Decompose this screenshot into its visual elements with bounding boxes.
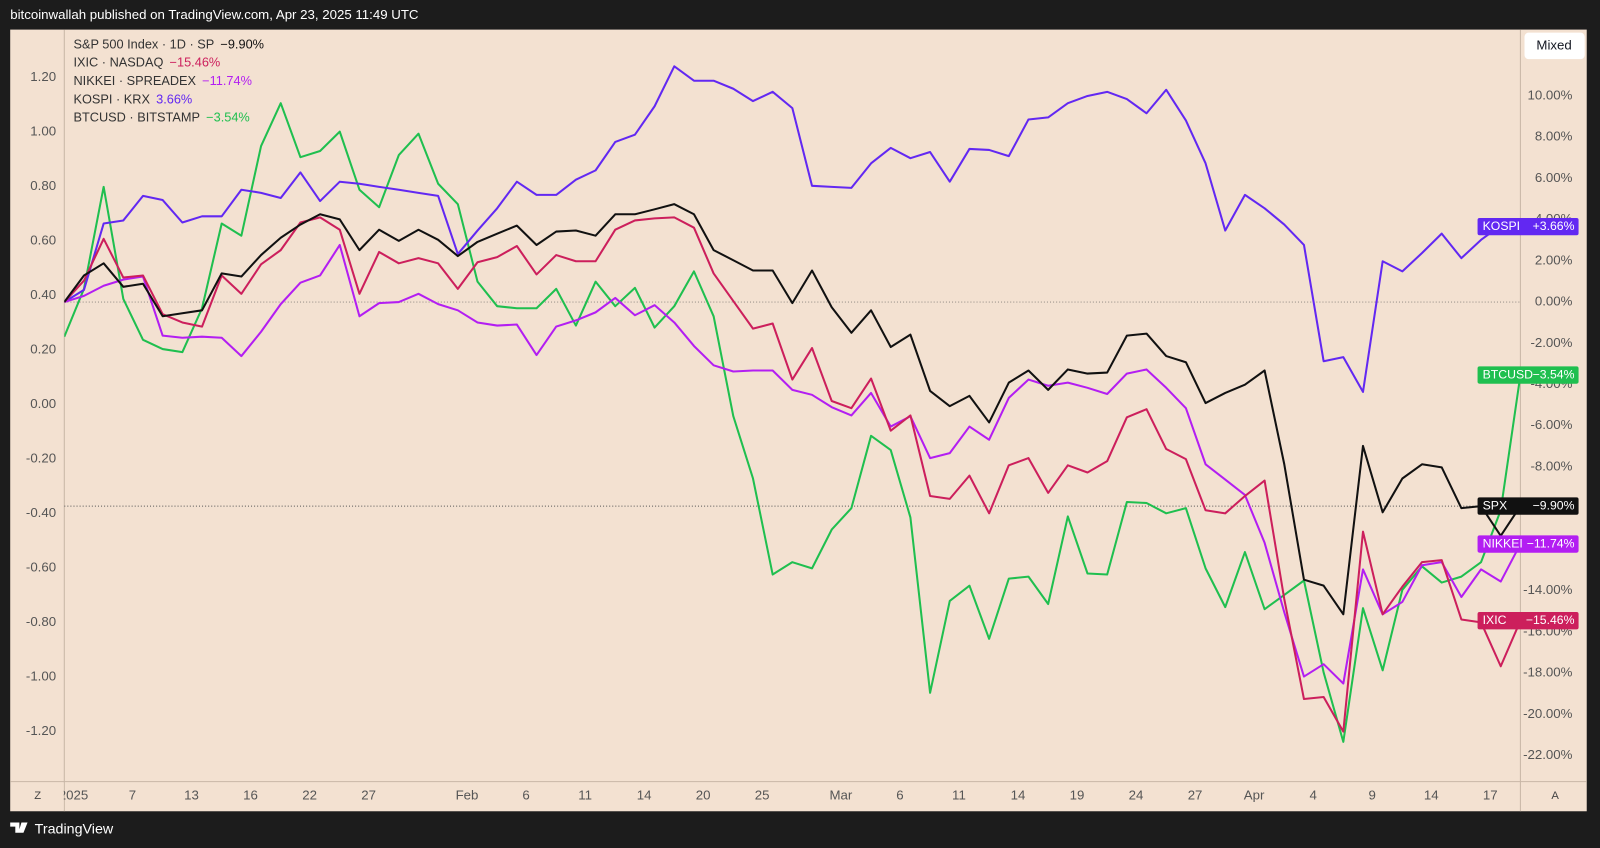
x-tick-label: 27: [1188, 787, 1203, 802]
legend-value: −9.90%: [220, 36, 264, 51]
series-line: [64, 203, 1521, 616]
x-tick-label: 7: [129, 787, 136, 802]
y-tick-label: 1.20: [30, 69, 56, 84]
x-tick-label: 19: [1070, 787, 1085, 802]
y2-tick-label: 6.00%: [1535, 170, 1573, 185]
tag-value: −15.46%: [1526, 613, 1575, 627]
x-tick-label: 14: [1011, 787, 1026, 802]
last-value-tag: [1477, 217, 1579, 236]
y2-tick-label: -18.00%: [1523, 665, 1573, 680]
y-tick-label: -0.60: [26, 560, 56, 575]
series-line: [64, 65, 1521, 393]
last-value-tag: [1477, 497, 1579, 515]
x-tick-label: 9: [1368, 787, 1375, 802]
x-tick-label: 17: [1483, 787, 1498, 802]
y-tick-label: -0.40: [26, 505, 56, 520]
x-tick-label: 2025: [59, 787, 88, 802]
x-tick-label: 4: [1309, 787, 1316, 802]
y-tick-label: -1.00: [26, 669, 56, 684]
y-tick-label: 1.00: [30, 124, 56, 139]
y2-tick-label: -6.00%: [1530, 417, 1572, 432]
x-tick-label: Feb: [456, 787, 479, 802]
tag-value: −9.90%: [1533, 498, 1575, 512]
x-tick-label: 16: [243, 787, 258, 802]
y-tick-label: -0.80: [26, 614, 56, 629]
y2-tick-label: -20.00%: [1523, 706, 1573, 721]
y-tick-label: 0.40: [30, 287, 56, 302]
chart-background: [10, 29, 1587, 812]
y2-tick-label: -2.00%: [1530, 335, 1572, 350]
y-tick-label: 0.20: [30, 342, 56, 357]
tag-name: KOSPI: [1483, 219, 1520, 233]
header-text: bitcoinwallah published on TradingView.c…: [10, 7, 419, 22]
x-tick-label: 14: [1424, 787, 1439, 802]
legend-value: −3.54%: [206, 110, 250, 125]
y2-tick-label: 0.00%: [1535, 294, 1573, 309]
tag-name: SPX: [1483, 498, 1507, 512]
tag-value: −3.54%: [1533, 367, 1575, 381]
x-tick-label: Mar: [829, 787, 852, 802]
y2-tick-label: 10.00%: [1527, 87, 1572, 102]
last-value-tag: [1477, 535, 1579, 553]
last-value-tag: [1477, 612, 1579, 630]
last-value-tag: [1477, 366, 1579, 384]
x-tick-label: 24: [1129, 787, 1144, 802]
legend-value: 3.66%: [156, 91, 192, 106]
y2-tick-label: 2.00%: [1535, 252, 1573, 267]
brand-text: TradingView: [35, 821, 114, 837]
y-tick-label: 0.80: [30, 178, 56, 193]
series-line: [64, 243, 1521, 685]
y-tick-label: 0.60: [30, 233, 56, 248]
y2-tick-label: 8.00%: [1535, 129, 1573, 144]
x-tick-label: 11: [952, 787, 966, 802]
y-tick-label: 0.00: [30, 396, 56, 411]
zoom-button[interactable]: Z: [34, 790, 41, 802]
mode-label[interactable]: Mixed: [1536, 37, 1571, 52]
overlay: 1.20 1.00 0.80 0.60 0.40 0.20 0.00 -0.20 -0.40 -0…: [26, 36, 1579, 811]
x-tick-label: 13: [184, 787, 199, 802]
brand-logo: [10, 822, 28, 833]
y2-tick-label: -14.00%: [1523, 582, 1573, 597]
plot-area: [64, 65, 1521, 743]
tag-value: −11.74%: [1527, 536, 1575, 550]
x-tick-label: Apr: [1244, 787, 1265, 802]
y-tick-label: -0.20: [26, 451, 56, 466]
x-tick-label: 22: [302, 787, 317, 802]
legend-name: BTCUSD · BITSTAMP: [73, 110, 200, 125]
legend-value: −15.46%: [170, 55, 221, 70]
axis-mask: [51, 782, 64, 811]
legend-name: NIKKEI · SPREADEX: [73, 73, 196, 88]
legend-name: S&P 500 Index · 1D · SP: [73, 36, 214, 51]
x-tick-label: 20: [696, 787, 711, 802]
series-line: [64, 102, 1521, 743]
x-tick-label: 27: [361, 787, 376, 802]
x-tick-label: 6: [896, 787, 903, 802]
mode-button[interactable]: [1524, 32, 1585, 60]
legend-name: KOSPI · KRX: [73, 91, 150, 106]
auto-button[interactable]: A: [1551, 790, 1559, 802]
tag-value: +3.66%: [1533, 219, 1575, 233]
tag-name: BTCUSD: [1483, 367, 1533, 381]
y-tick-label: -1.20: [26, 723, 56, 738]
x-tick-label: 25: [755, 787, 770, 802]
y2-tick-label: -22.00%: [1523, 747, 1573, 762]
x-tick-label: 6: [522, 787, 529, 802]
legend-value: −11.74%: [202, 73, 252, 88]
x-tick-label: 11: [578, 787, 592, 802]
x-tick-label: 14: [637, 787, 652, 802]
legend-name: IXIC · NASDAQ: [73, 55, 163, 70]
y2-tick-label: -8.00%: [1530, 458, 1572, 473]
tag-name: IXIC: [1483, 613, 1507, 627]
tag-name: NIKKEI: [1483, 536, 1523, 550]
